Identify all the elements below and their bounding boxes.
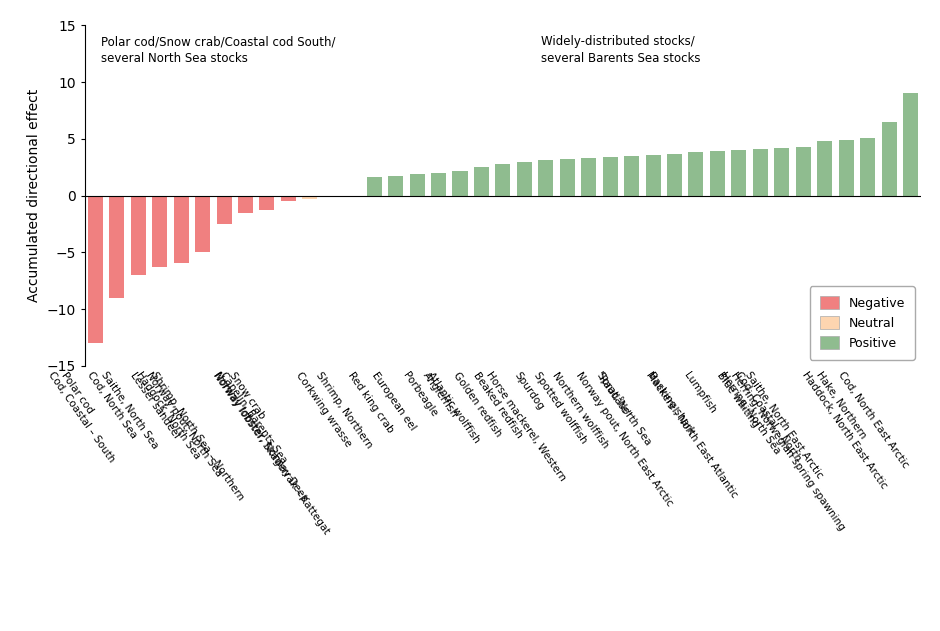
Bar: [323, 196, 338, 197]
Bar: [539, 160, 554, 196]
Bar: [259, 196, 274, 210]
Bar: [646, 155, 661, 196]
Bar: [152, 196, 167, 267]
Bar: [688, 153, 703, 196]
Bar: [603, 157, 618, 196]
Bar: [452, 170, 467, 196]
Bar: [860, 138, 875, 196]
Bar: [238, 196, 253, 213]
Y-axis label: Accumulated directional effect: Accumulated directional effect: [26, 89, 40, 302]
Bar: [624, 156, 639, 196]
Legend: Negative, Neutral, Positive: Negative, Neutral, Positive: [810, 286, 915, 360]
Bar: [303, 196, 318, 199]
Bar: [838, 140, 854, 196]
Bar: [559, 159, 574, 196]
Bar: [196, 196, 211, 252]
Text: Widely-distributed stocks/
several Barents Sea stocks: Widely-distributed stocks/ several Baren…: [540, 35, 700, 66]
Bar: [753, 149, 768, 196]
Bar: [817, 141, 832, 196]
Bar: [131, 196, 146, 275]
Bar: [667, 153, 682, 196]
Bar: [731, 150, 746, 196]
Bar: [410, 174, 425, 196]
Bar: [174, 196, 189, 262]
Bar: [474, 167, 489, 196]
Bar: [517, 162, 532, 196]
Bar: [87, 196, 102, 343]
Bar: [109, 196, 124, 298]
Bar: [216, 196, 231, 224]
Bar: [795, 147, 810, 196]
Bar: [903, 93, 918, 196]
Bar: [281, 196, 296, 201]
Bar: [710, 151, 725, 196]
Bar: [388, 176, 403, 196]
Bar: [581, 158, 596, 196]
Bar: [775, 148, 790, 196]
Bar: [882, 122, 897, 196]
Bar: [367, 177, 382, 196]
Text: Polar cod/Snow crab/Coastal cod South/
several North Sea stocks: Polar cod/Snow crab/Coastal cod South/ s…: [102, 35, 336, 66]
Bar: [431, 173, 446, 196]
Bar: [495, 164, 510, 196]
